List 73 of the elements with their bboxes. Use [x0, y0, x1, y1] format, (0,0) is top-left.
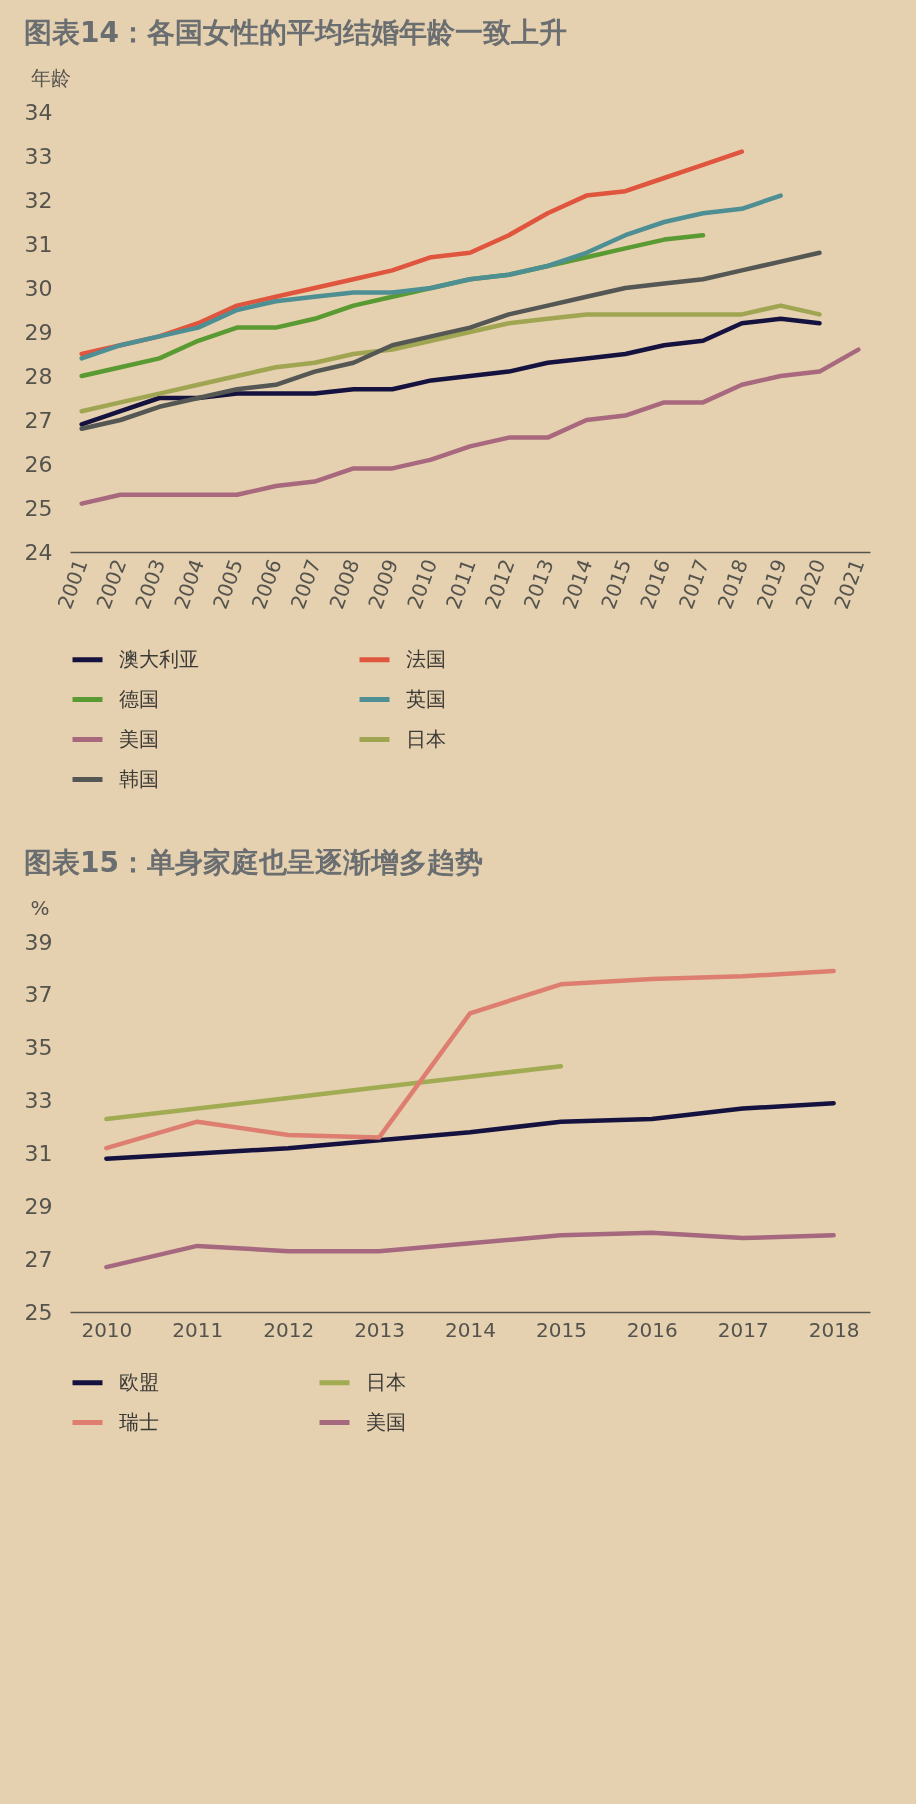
y-tick-label: 27 — [24, 407, 53, 433]
x-tick-label: 2017 — [717, 1317, 769, 1342]
y-tick-label: 31 — [24, 1140, 53, 1166]
x-tick-label: 2016 — [626, 1317, 678, 1342]
x-tick-label: 2021 — [829, 556, 870, 613]
x-tick-label: 2013 — [518, 556, 559, 613]
x-tick-label: 2006 — [246, 556, 287, 613]
y-tick-label: 26 — [24, 451, 53, 477]
legend-label: 韩国 — [119, 766, 159, 791]
y-tick-label: 28 — [24, 363, 53, 389]
legend-label: 德国 — [119, 686, 159, 711]
x-tick-label: 2013 — [354, 1317, 406, 1342]
x-tick-label: 2018 — [712, 556, 753, 613]
x-tick-label: 2014 — [557, 556, 598, 613]
x-tick-label: 2011 — [440, 556, 481, 613]
x-tick-label: 2001 — [52, 556, 93, 613]
legend-label: 美国 — [366, 1409, 406, 1434]
x-tick-label: 2014 — [445, 1317, 496, 1342]
line-series — [104, 1100, 836, 1161]
line-series — [79, 250, 822, 432]
x-tick-label: 2010 — [402, 556, 442, 613]
x-tick-label: 2004 — [169, 556, 209, 613]
y-axis-title: 年龄 — [30, 65, 71, 90]
x-tick-label: 2009 — [363, 556, 404, 613]
legend-label: 欧盟 — [119, 1369, 159, 1394]
chart-title: 图表15：单身家庭也呈逐渐增多趋势 — [24, 846, 483, 879]
line-series — [104, 968, 836, 1151]
y-tick-label: 29 — [24, 319, 53, 345]
x-tick-label: 2012 — [479, 556, 520, 613]
x-tick-label: 2010 — [81, 1317, 133, 1342]
x-tick-label: 2011 — [172, 1317, 224, 1342]
x-tick-label: 2007 — [285, 556, 326, 613]
y-tick-label: 25 — [24, 495, 53, 521]
x-tick-label: 2019 — [751, 556, 792, 613]
y-tick-label: 39 — [24, 929, 53, 955]
x-tick-label: 2015 — [596, 556, 637, 613]
line-series — [104, 1230, 836, 1270]
y-tick-label: 24 — [24, 539, 53, 565]
line-series — [79, 347, 861, 506]
y-tick-label: 31 — [24, 231, 53, 257]
y-tick-label: 30 — [24, 275, 53, 301]
y-tick-label: 33 — [24, 143, 53, 169]
line-series — [104, 1063, 564, 1122]
chart-title: 图表14：各国女性的平均结婚年龄一致上升 — [24, 16, 567, 49]
legend-label: 法国 — [406, 646, 446, 671]
x-tick-label: 2017 — [673, 556, 714, 613]
x-tick-label: 2015 — [535, 1317, 587, 1342]
y-tick-label: 25 — [24, 1299, 53, 1325]
legend-label: 澳大利亚 — [119, 646, 199, 671]
legend-label: 英国 — [406, 686, 446, 711]
x-tick-label: 2003 — [130, 556, 171, 613]
y-tick-label: 29 — [24, 1193, 53, 1219]
x-tick-label: 2012 — [263, 1317, 315, 1342]
y-tick-label: 37 — [24, 982, 53, 1008]
legend-label: 瑞士 — [119, 1409, 159, 1434]
line-series — [79, 303, 822, 414]
x-tick-label: 2008 — [324, 556, 365, 613]
y-tick-label: 32 — [24, 187, 53, 213]
y-axis-title: % — [30, 895, 50, 920]
legend-label: 日本 — [366, 1369, 406, 1394]
y-tick-label: 27 — [24, 1246, 53, 1272]
x-tick-label: 2018 — [808, 1317, 860, 1342]
line-series — [79, 316, 822, 427]
x-tick-label: 2005 — [207, 556, 248, 613]
x-tick-label: 2020 — [790, 556, 831, 613]
y-tick-label: 35 — [24, 1035, 53, 1061]
x-tick-label: 2016 — [635, 556, 676, 613]
y-tick-label: 34 — [24, 99, 53, 125]
legend-label: 日本 — [406, 726, 446, 751]
line-series — [79, 193, 783, 361]
x-tick-label: 2002 — [91, 556, 132, 613]
y-tick-label: 33 — [24, 1088, 53, 1114]
legend-label: 美国 — [119, 726, 159, 751]
